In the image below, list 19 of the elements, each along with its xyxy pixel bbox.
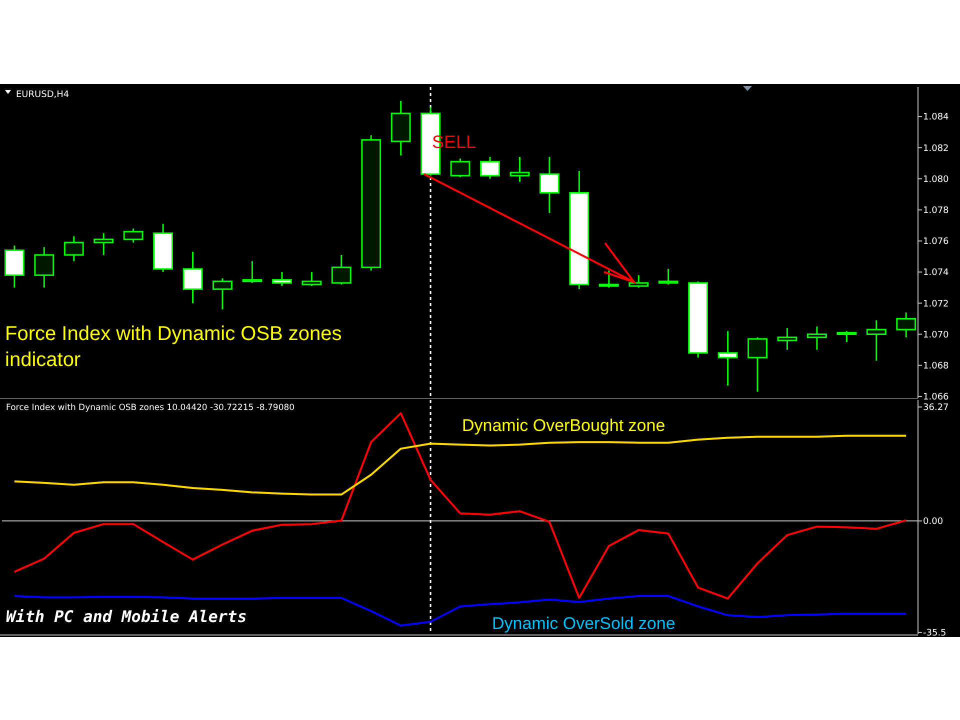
annotation: With PC and Mobile Alerts <box>6 607 247 626</box>
y-tick-label: 1.070 <box>923 330 950 340</box>
y-tick-label: 1.066 <box>923 392 950 403</box>
annotation: Force Index with Dynamic OSB zones indicator <box>5 323 342 371</box>
y-tick-label: 1.072 <box>923 299 949 310</box>
series-label: Dynamic OverBought zone <box>462 416 666 435</box>
y-tick-label: 1.074 <box>923 268 950 278</box>
y-tick-label: 1.068 <box>923 361 950 372</box>
y-tick-label: 1.076 <box>923 237 950 248</box>
series-label: Dynamic OverSold zone <box>492 614 676 633</box>
y-tick-label: 1.078 <box>923 206 950 216</box>
y-tick-label: 1.080 <box>923 174 950 185</box>
y-tick-label: 1.084 <box>923 112 950 123</box>
chart-title: Force Index with Dynamic OSB zones 10.04420 -30.72215 -8.79080 <box>6 403 295 413</box>
y-tick-label: 36.27 <box>923 403 949 414</box>
y-tick-label: -35.5 <box>923 628 946 639</box>
y-tick-label: 1.082 <box>923 144 949 154</box>
chart-title: EURUSD,H4 <box>16 90 70 100</box>
y-tick-label: 0.00 <box>923 517 944 528</box>
